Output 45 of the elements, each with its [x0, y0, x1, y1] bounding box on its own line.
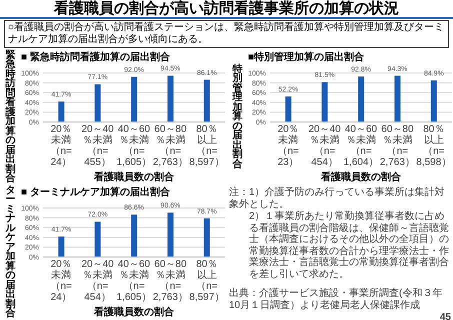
bar [131, 214, 138, 257]
text: 特別管理加算の届出割合 [232, 64, 242, 170]
chart-title: ■ 緊急時訪問看護加算の届出割合 [21, 50, 171, 63]
x-tick-label: 40～60％未満（n=1,605） [116, 259, 152, 303]
bar [58, 236, 64, 257]
text: 注：1）介護予防のみ行っている事業所は集計対象外とした。 [229, 187, 446, 210]
bar [167, 212, 174, 257]
bar [322, 82, 328, 122]
x-tick-label: 40～60％未満（n=1,604） [343, 124, 379, 168]
bar [204, 218, 210, 257]
x-tick-label: 60～80％未満（n=2,763） [152, 259, 188, 303]
text: 45 [438, 312, 451, 320]
bar [94, 84, 101, 122]
x-tick-label: 20％未満（n=23） [277, 124, 300, 168]
bar [358, 76, 364, 122]
chart-title: ■特別管理加算の届出割合 [248, 50, 366, 63]
text: 看護職員の割合が高い訪問看護事業所の加算の状況 [0, 0, 453, 19]
chart-title: ■ ターミナルケア加算の届出割合 [21, 186, 171, 198]
text: 2）１事業所あたり常勤換算従事者数に占める看護職員の割合階級は、保健師～言語聴覚士（本調査におけるその他以外の全項目）の常勤換算従事者数の合計から理学療法士・作業療法士・言語聴覚士の常勤換算従事者割合を差し引いて求めた。 [248, 211, 450, 280]
bar [94, 222, 101, 257]
x-tick-label: 60～80％未満（n=2,763） [152, 124, 188, 168]
source-note: 出典：介護サービス施設・事業所調査(令和３年10月１日調査）より老健局老人保健課作成 [229, 288, 444, 311]
x-axis-title: 看護職員数の割合 [93, 172, 175, 184]
bar [285, 96, 292, 122]
bar [394, 76, 400, 122]
bar [167, 76, 174, 122]
x-tick-label: 20～40％未満（n=454） [308, 124, 342, 168]
bar [58, 102, 64, 122]
text: 緊急時訪問看護加算の届出割合 [6, 50, 16, 184]
x-axis-title: 看護職員数の割合 [320, 172, 402, 184]
x-tick-label: 80％以上（n=8,597） [189, 124, 224, 168]
x-tick-label: 20％未満（n=24） [50, 259, 72, 303]
text: ○看護職員の割合が高い訪問看護ステーションは、緊急時訪問看護加算や特別管理加算及びターミナルケア加算の届出割合が多い傾向にある。 [4, 20, 449, 48]
x-tick-label: 60～80％未満（n=2,763） [380, 124, 415, 168]
bar [430, 80, 437, 122]
x-tick-label: 80％以上（n=8,597） [189, 259, 224, 303]
text: ターミナルケア加算の届出割合 [6, 184, 16, 319]
x-tick-label: 20％未満（n=24） [50, 124, 72, 168]
x-tick-label: 80％以上（n=8,598） [416, 124, 452, 168]
x-tick-label: 20～40％未満（n=455） [81, 124, 114, 168]
x-tick-label: 20～40％未満（n=454） [81, 259, 114, 303]
bar [131, 76, 138, 122]
x-axis-title: 看護職員数の割合 [93, 307, 175, 319]
bar [204, 80, 210, 122]
x-tick-label: 40～60％未満（n=1,605） [116, 124, 152, 168]
